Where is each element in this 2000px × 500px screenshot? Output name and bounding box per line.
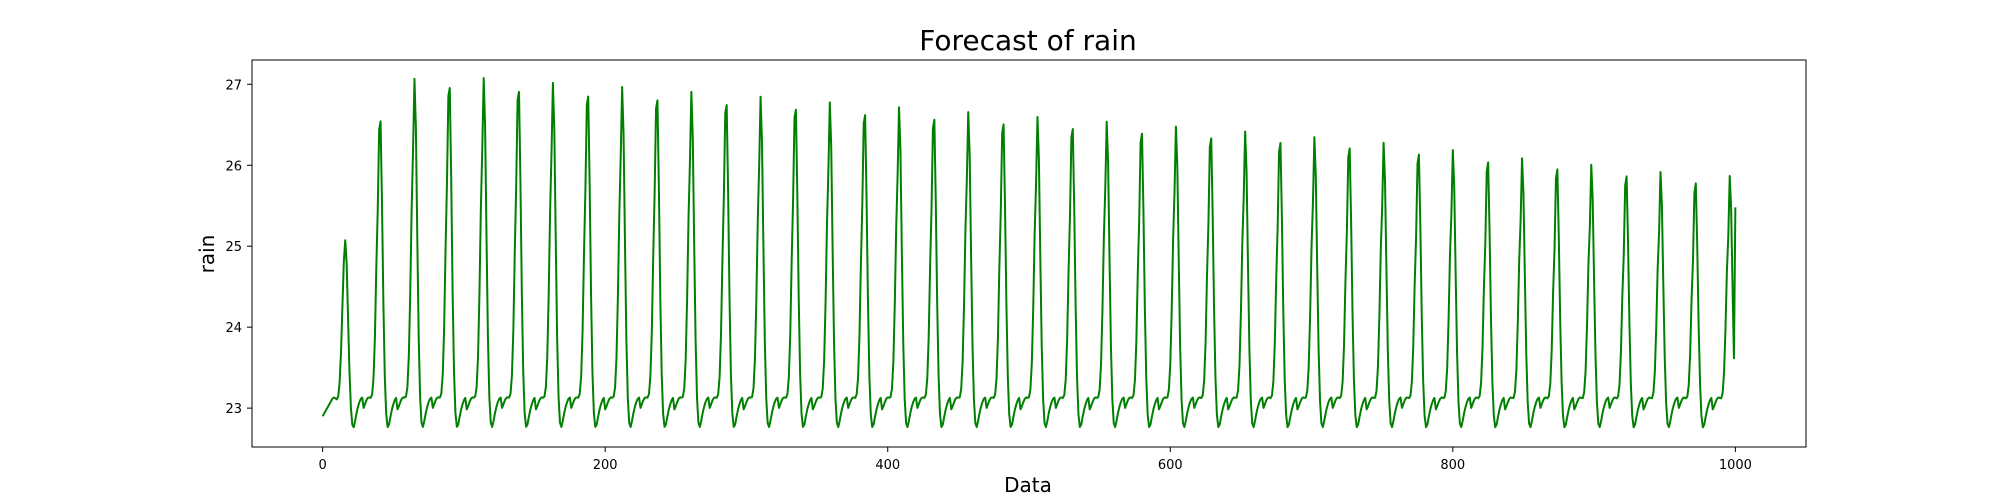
x-tick-label: 800 bbox=[1440, 458, 1465, 473]
y-tick-label: 23 bbox=[225, 402, 242, 417]
y-axis-title: rain bbox=[195, 235, 219, 274]
chart-title: Forecast of rain bbox=[919, 24, 1136, 57]
x-axis: 0 200 400 600 800 1000 bbox=[318, 447, 1752, 473]
y-tick-label: 27 bbox=[225, 78, 242, 93]
y-tick-label: 24 bbox=[225, 321, 242, 336]
y-tick-label: 26 bbox=[225, 159, 242, 174]
series-line-rain bbox=[321, 77, 1737, 429]
x-tick-label: 600 bbox=[1158, 458, 1183, 473]
x-axis-title: Data bbox=[1004, 473, 1052, 497]
y-tick-label: 25 bbox=[225, 240, 242, 255]
x-tick-label: 0 bbox=[318, 458, 326, 473]
x-tick-label: 400 bbox=[875, 458, 900, 473]
x-tick-label: 200 bbox=[593, 458, 618, 473]
y-axis: 23 24 25 26 27 bbox=[225, 78, 252, 417]
x-tick-label: 1000 bbox=[1719, 458, 1752, 473]
